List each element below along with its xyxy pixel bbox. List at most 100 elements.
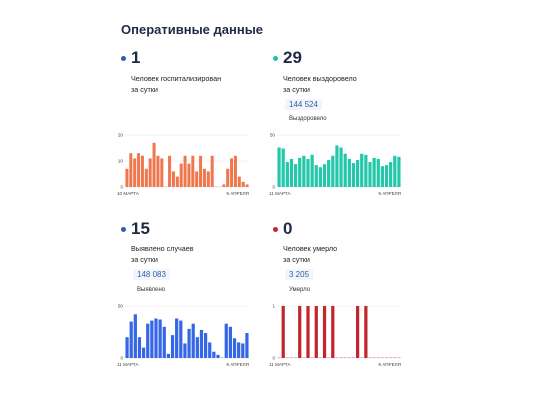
bar[interactable]	[152, 142, 156, 187]
bar[interactable]	[168, 155, 172, 187]
bar[interactable]	[191, 323, 195, 358]
bar[interactable]	[360, 153, 364, 187]
bar[interactable]	[372, 157, 376, 187]
bar[interactable]	[191, 155, 195, 187]
bar[interactable]	[314, 306, 318, 358]
bar[interactable]	[206, 171, 210, 187]
bar[interactable]	[230, 158, 234, 187]
bar[interactable]	[241, 181, 245, 187]
bar[interactable]	[210, 155, 214, 187]
bar[interactable]	[364, 154, 368, 187]
detected-total: 148 083	[133, 269, 170, 280]
bar[interactable]	[302, 155, 306, 187]
bar[interactable]	[322, 306, 327, 358]
bar[interactable]	[199, 155, 203, 187]
bar[interactable]	[148, 158, 152, 187]
bar[interactable]	[133, 314, 137, 358]
bar[interactable]	[397, 156, 401, 187]
bar[interactable]	[137, 337, 142, 358]
bar[interactable]	[310, 154, 314, 187]
bar[interactable]	[175, 176, 179, 187]
bar[interactable]	[318, 167, 323, 187]
bar[interactable]	[237, 342, 241, 358]
bar[interactable]	[202, 168, 206, 187]
bar[interactable]	[179, 320, 183, 358]
bar[interactable]	[233, 155, 237, 187]
bar[interactable]	[306, 158, 310, 187]
bar[interactable]	[125, 168, 129, 187]
bar[interactable]	[146, 323, 150, 358]
bar[interactable]	[368, 162, 372, 187]
bar[interactable]	[347, 158, 351, 187]
bar[interactable]	[237, 176, 241, 187]
bar[interactable]	[245, 184, 249, 187]
bar[interactable]	[306, 306, 310, 358]
bar[interactable]	[376, 158, 380, 187]
bar[interactable]	[351, 163, 356, 187]
bar[interactable]	[216, 354, 220, 358]
bar[interactable]	[285, 162, 289, 187]
bar[interactable]	[293, 164, 298, 187]
bar[interactable]	[331, 306, 335, 358]
bar[interactable]	[150, 320, 154, 358]
bar[interactable]	[314, 165, 318, 187]
bar[interactable]	[245, 333, 249, 358]
bar[interactable]	[224, 323, 228, 358]
bar[interactable]	[298, 306, 302, 358]
bar[interactable]	[195, 337, 199, 358]
bar[interactable]	[343, 153, 347, 187]
bar[interactable]	[129, 321, 133, 358]
bar[interactable]	[170, 335, 175, 358]
bar[interactable]	[355, 306, 360, 358]
bar[interactable]	[171, 171, 175, 187]
bar[interactable]	[166, 353, 171, 358]
bar[interactable]	[183, 155, 187, 187]
bar[interactable]	[183, 343, 187, 358]
bar[interactable]	[133, 158, 137, 187]
bar[interactable]	[281, 306, 285, 358]
bar[interactable]	[380, 166, 385, 187]
bar[interactable]	[158, 319, 162, 358]
bar[interactable]	[199, 329, 204, 358]
bar[interactable]	[187, 163, 191, 187]
bar[interactable]	[241, 343, 245, 358]
bar[interactable]	[384, 165, 389, 187]
bar[interactable]	[212, 351, 216, 358]
bar[interactable]	[327, 159, 331, 187]
bar[interactable]	[389, 162, 393, 187]
bar[interactable]	[226, 168, 230, 187]
bar[interactable]	[281, 148, 285, 187]
bar[interactable]	[141, 347, 146, 358]
bar[interactable]	[289, 158, 294, 187]
bar[interactable]	[195, 171, 199, 187]
bar[interactable]	[125, 337, 129, 358]
bar[interactable]	[160, 158, 164, 187]
bar[interactable]	[187, 328, 191, 358]
bar[interactable]	[144, 168, 148, 187]
bar[interactable]	[298, 157, 302, 187]
bar[interactable]	[156, 155, 160, 187]
bar[interactable]	[137, 153, 141, 187]
bar[interactable]	[364, 306, 368, 358]
bar[interactable]	[129, 153, 133, 187]
bar[interactable]	[162, 326, 166, 358]
label-line: Человек госпитализирован	[131, 74, 222, 83]
bar[interactable]	[339, 147, 343, 187]
bar[interactable]	[208, 342, 212, 358]
bar[interactable]	[140, 155, 144, 187]
bar[interactable]	[222, 184, 226, 187]
bar[interactable]	[179, 163, 183, 187]
bar[interactable]	[355, 159, 360, 187]
bar[interactable]	[393, 155, 397, 187]
x-start-label: 11 МАРТА	[269, 191, 291, 196]
bar[interactable]	[203, 333, 208, 358]
bar[interactable]	[277, 147, 281, 187]
bar[interactable]	[232, 338, 237, 358]
page-title: Оперативные данные	[121, 22, 264, 37]
bar[interactable]	[154, 318, 158, 358]
bar[interactable]	[335, 145, 339, 187]
bar[interactable]	[322, 164, 327, 187]
bar[interactable]	[175, 318, 179, 358]
bar[interactable]	[331, 155, 335, 187]
bar[interactable]	[228, 326, 233, 358]
